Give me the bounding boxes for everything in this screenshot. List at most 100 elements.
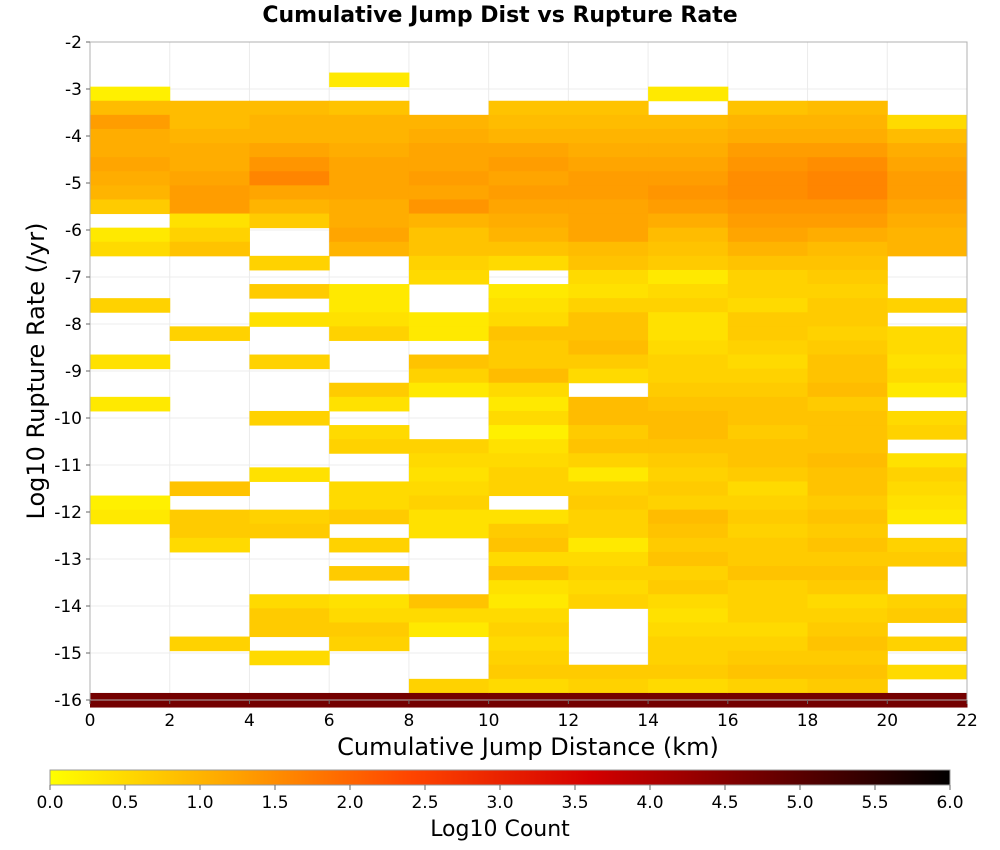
heatmap-cell — [329, 199, 410, 215]
heatmap-cell — [568, 354, 649, 370]
heatmap-cell — [727, 171, 809, 186]
heatmap-cell — [488, 255, 569, 271]
heatmap-cell — [488, 382, 569, 398]
heatmap-cell — [488, 608, 569, 623]
heatmap-cell — [249, 354, 330, 370]
heatmap-cell — [648, 368, 729, 384]
heatmap-cell — [807, 143, 888, 158]
heatmap-cell — [727, 298, 809, 313]
heatmap-cells — [90, 72, 968, 708]
heatmap-cell — [408, 453, 490, 468]
heatmap-cell — [329, 495, 410, 511]
heatmap-cell — [408, 157, 490, 172]
heatmap-cell — [329, 157, 410, 172]
heatmap-cell — [408, 594, 490, 609]
heatmap-cell — [568, 227, 649, 243]
heatmap-cell — [408, 382, 490, 398]
heatmap-cell — [807, 354, 888, 370]
heatmap-cell — [727, 580, 809, 595]
heatmap-cell — [568, 241, 649, 257]
heatmap-cell — [648, 622, 729, 638]
heatmap-cell — [807, 650, 888, 666]
heatmap-cell — [727, 213, 809, 229]
heatmap-cell — [727, 453, 809, 468]
heatmap-cell — [727, 608, 809, 623]
colorbar-tick-label: 2.5 — [411, 793, 438, 813]
x-tick-label: 10 — [478, 711, 500, 731]
heatmap-cell — [648, 481, 729, 497]
heatmap-cell — [568, 100, 649, 116]
heatmap-cell — [568, 269, 649, 285]
heatmap-cell — [887, 551, 968, 567]
y-tick-label: -5 — [65, 174, 82, 194]
heatmap-cell — [488, 439, 569, 454]
heatmap-cell — [488, 650, 569, 666]
heatmap-cell — [488, 425, 569, 440]
heatmap-cell — [887, 241, 968, 257]
x-tick-label: 2 — [164, 711, 175, 731]
heatmap-cell — [329, 72, 410, 88]
colorbar-tick-label: 1.0 — [186, 793, 213, 813]
heatmap-cell — [329, 241, 410, 257]
heatmap-cell — [807, 100, 888, 116]
heatmap-cell — [727, 284, 809, 299]
heatmap-cell — [568, 199, 649, 215]
heatmap-cell — [249, 509, 330, 525]
heatmap-cell — [807, 551, 888, 567]
heatmap-cell — [648, 255, 729, 271]
heatmap-cell — [807, 213, 888, 229]
heatmap-cell — [329, 481, 410, 497]
heatmap-cell — [887, 537, 968, 553]
heatmap-cell — [90, 100, 171, 116]
colorbar-tick-label: 2.0 — [336, 793, 363, 813]
heatmap-cell — [648, 566, 729, 581]
colorbar-tick-label: 0.0 — [36, 793, 63, 813]
heatmap-cell — [488, 410, 569, 426]
heatmap-cell — [727, 664, 809, 680]
heatmap-cell — [408, 171, 490, 186]
heatmap-cell — [648, 551, 729, 567]
heatmap-cell — [568, 678, 649, 694]
x-tick-label: 12 — [558, 711, 580, 731]
x-tick-label: 6 — [324, 711, 335, 731]
heatmap-cell — [887, 608, 968, 623]
heatmap-cell — [568, 566, 649, 581]
heatmap-cell — [408, 241, 490, 257]
colorbar-ticks: 0.0 0.5 1.0 1.5 2.0 2.5 3.0 3.5 4.0 4.5 5.0 5.5 6.0 — [36, 785, 964, 813]
heatmap-cell — [568, 467, 649, 482]
heatmap-cell — [90, 241, 171, 257]
heatmap-cell — [249, 100, 330, 116]
heatmap-cell — [169, 537, 250, 553]
heatmap-cell — [887, 636, 968, 652]
heatmap-cell — [329, 128, 410, 144]
x-tick-label: 4 — [244, 711, 255, 731]
heatmap-cell — [807, 396, 888, 412]
heatmap-cell — [807, 227, 888, 243]
heatmap-cell — [90, 128, 171, 144]
colorbar: 0.0 0.5 1.0 1.5 2.0 2.5 3.0 3.5 4.0 4.5 5.0 5.5 6.0 … — [36, 769, 964, 842]
heatmap-cell — [249, 622, 330, 638]
heatmap-cell — [568, 143, 649, 158]
heatmap-cell — [648, 227, 729, 243]
heatmap-cell — [408, 481, 490, 497]
heatmap-cell — [329, 509, 410, 525]
heatmap-cell — [727, 255, 809, 271]
heatmap-cell — [648, 537, 729, 553]
heatmap-cell — [807, 481, 888, 497]
heatmap-cell — [488, 227, 569, 243]
heatmap-cell — [488, 509, 569, 525]
heatmap-cell — [90, 199, 171, 215]
y-tick-label: -13 — [54, 550, 82, 570]
heatmap-cell — [727, 650, 809, 666]
x-axis-label: Cumulative Jump Distance (km) — [337, 733, 719, 761]
heatmap-cell — [488, 157, 569, 172]
heatmap-cell — [249, 213, 330, 229]
heatmap-cell — [329, 608, 410, 623]
heatmap-cell — [568, 114, 649, 130]
heatmap-cell — [648, 340, 729, 356]
heatmap-cell — [887, 354, 968, 370]
heatmap-cell — [648, 269, 729, 285]
heatmap-cell — [648, 439, 729, 454]
heatmap-cell — [329, 100, 410, 116]
heatmap-cell — [488, 664, 569, 680]
